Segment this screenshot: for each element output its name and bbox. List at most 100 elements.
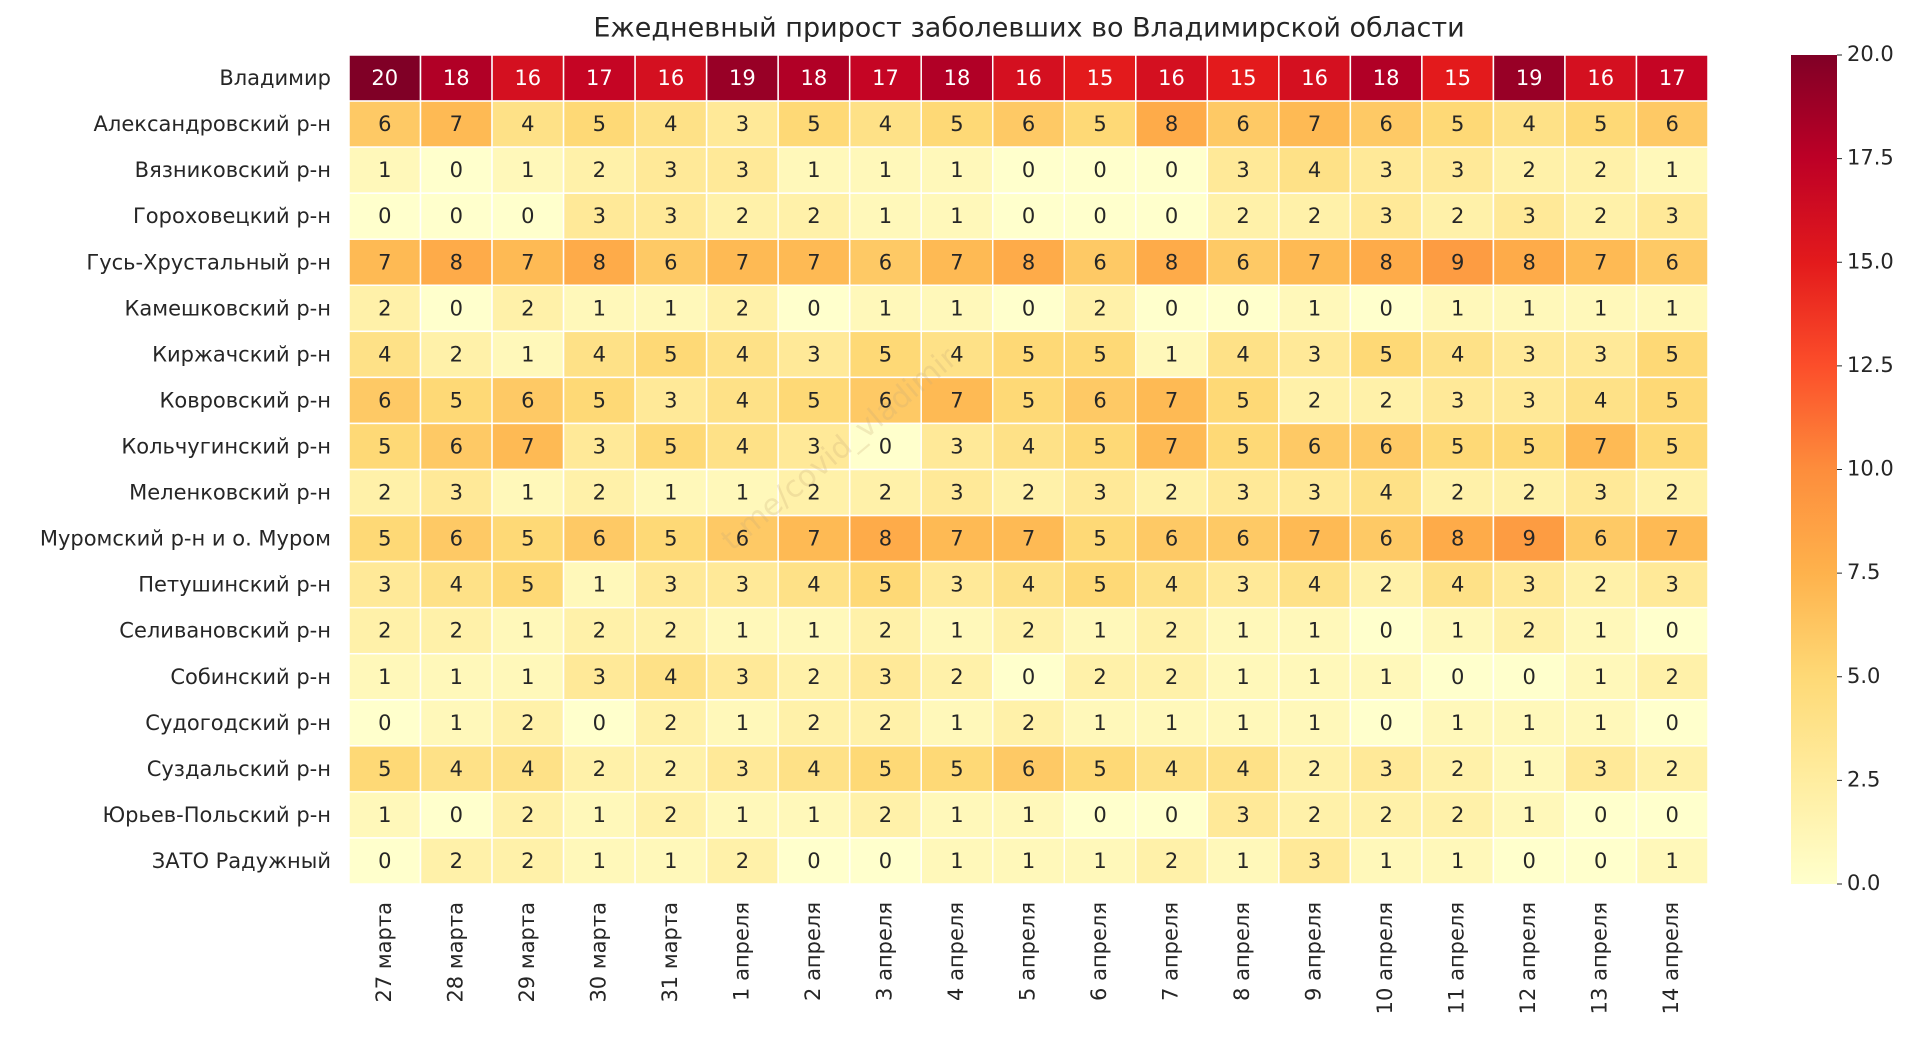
- heatmap-cell: [991, 330, 1066, 379]
- cell-value-label: 4: [1451, 573, 1464, 597]
- cell-value-label: 0: [1666, 803, 1679, 827]
- cell-value-label: 1: [521, 619, 534, 643]
- cell-value-label: 1: [736, 481, 749, 505]
- heatmap-cell: [1635, 791, 1709, 839]
- cell-value-label: 3: [1594, 757, 1607, 781]
- heatmap-cell: [1278, 606, 1352, 655]
- x-tick-label: 6 апреля: [1087, 902, 1111, 1001]
- cell-value-label: 2: [1165, 849, 1178, 873]
- cell-value-label: 7: [950, 388, 963, 412]
- cell-value-label: 16: [1158, 66, 1185, 90]
- heatmap-cell: [1635, 422, 1709, 471]
- heatmap-cell: [1492, 100, 1566, 148]
- cell-value-label: 2: [593, 619, 606, 643]
- heatmap-cell: [705, 422, 779, 471]
- cell-value-label: 5: [1093, 112, 1106, 136]
- cell-value-label: 1: [950, 619, 963, 643]
- cell-value-label: 1: [1165, 711, 1178, 735]
- cell-value-label: 6: [1236, 250, 1249, 274]
- y-tick-label: Владимир: [219, 66, 331, 90]
- cell-value-label: 4: [736, 342, 749, 366]
- cell-value-label: 4: [1165, 757, 1178, 781]
- cell-value-label: 5: [1093, 527, 1106, 551]
- cell-value-label: 15: [1444, 66, 1471, 90]
- cell-value-label: 0: [1022, 665, 1035, 689]
- heatmap-cell: [562, 745, 636, 793]
- heatmap-cell: [705, 560, 779, 609]
- cell-value-label: 0: [1594, 803, 1607, 827]
- cell-value-label: 3: [378, 573, 391, 597]
- cell-value-label: 2: [807, 665, 820, 689]
- heatmap-cell: [1564, 745, 1638, 793]
- heatmap-cell: [991, 192, 1066, 240]
- heatmap-cell: [1349, 606, 1423, 655]
- heatmap-cell: [848, 330, 922, 379]
- cell-value-label: 5: [950, 757, 963, 781]
- cell-value-label: 2: [1308, 204, 1321, 228]
- cell-value-label: 1: [879, 158, 892, 182]
- cell-value-label: 18: [443, 66, 470, 90]
- cell-value-label: 0: [1093, 204, 1106, 228]
- cell-value-label: 4: [736, 434, 749, 458]
- cell-value-label: 4: [378, 342, 391, 366]
- heatmap-cell: [634, 606, 708, 655]
- cell-value-label: 2: [1522, 481, 1535, 505]
- heatmap-cell: [1278, 837, 1352, 885]
- cell-value-label: 2: [378, 619, 391, 643]
- cell-value-label: 4: [1308, 158, 1321, 182]
- cell-value-label: 1: [1666, 158, 1679, 182]
- heatmap-cell: [562, 606, 636, 655]
- heatmap-cell: [1206, 192, 1280, 240]
- y-tick-label: ЗАТО Радужный: [152, 849, 331, 873]
- heatmap-cell: [777, 560, 851, 609]
- heatmap-cell: [705, 468, 779, 517]
- cell-value-label: 4: [807, 757, 820, 781]
- colorbar-tick-label: 12.5: [1847, 353, 1894, 377]
- heatmap-cell: [1564, 146, 1638, 194]
- cell-value-label: 5: [664, 342, 677, 366]
- cell-value-label: 7: [521, 434, 534, 458]
- cell-value-label: 1: [1308, 296, 1321, 320]
- heatmap-cell: [1063, 745, 1137, 793]
- cell-value-label: 7: [736, 250, 749, 274]
- cell-value-label: 2: [807, 711, 820, 735]
- cell-value-label: 2: [1522, 158, 1535, 182]
- cell-value-label: 4: [664, 112, 677, 136]
- cell-value-label: 5: [1666, 434, 1679, 458]
- cell-value-label: 2: [736, 849, 749, 873]
- heatmap-cell: [634, 652, 708, 701]
- heatmap-cell: [991, 54, 1066, 102]
- cell-value-label: 0: [807, 296, 820, 320]
- cell-value-label: 19: [729, 66, 756, 90]
- heatmap-cell: [1063, 376, 1137, 425]
- cell-value-label: 16: [658, 66, 685, 90]
- cell-value-label: 1: [1666, 296, 1679, 320]
- cell-value-label: 1: [593, 849, 606, 873]
- cell-value-label: 2: [1093, 296, 1106, 320]
- cell-value-label: 6: [378, 112, 391, 136]
- cell-value-label: 6: [1236, 527, 1249, 551]
- heatmap-cell: [419, 284, 493, 333]
- heatmap-cell: [1564, 376, 1638, 425]
- heatmap-cell: [1492, 376, 1566, 425]
- cell-value-label: 1: [593, 573, 606, 597]
- cell-value-label: 4: [1022, 434, 1035, 458]
- cell-value-label: 8: [879, 527, 892, 551]
- heatmap-cell: [848, 54, 922, 102]
- colorbar-tick-label: 10.0: [1847, 457, 1894, 481]
- cell-value-label: 15: [1087, 66, 1114, 90]
- cell-value-label: 2: [736, 296, 749, 320]
- cell-value-label: 3: [1308, 342, 1321, 366]
- heatmap-cell: [1278, 745, 1352, 793]
- heatmap-cell: [1278, 514, 1352, 563]
- heatmap-cell: [1349, 238, 1423, 287]
- y-tick-label: Ковровский р-н: [159, 388, 331, 412]
- heatmap-cell: [1135, 791, 1209, 839]
- x-tick-label: 8 апреля: [1230, 902, 1254, 1001]
- cell-value-label: 6: [521, 388, 534, 412]
- x-tick-label: 9 апреля: [1302, 902, 1326, 1001]
- heatmap-cell: [1421, 146, 1495, 194]
- colorbar-tick-label: 2.5: [1847, 767, 1880, 791]
- cell-value-label: 8: [450, 250, 463, 274]
- cell-value-label: 1: [450, 665, 463, 689]
